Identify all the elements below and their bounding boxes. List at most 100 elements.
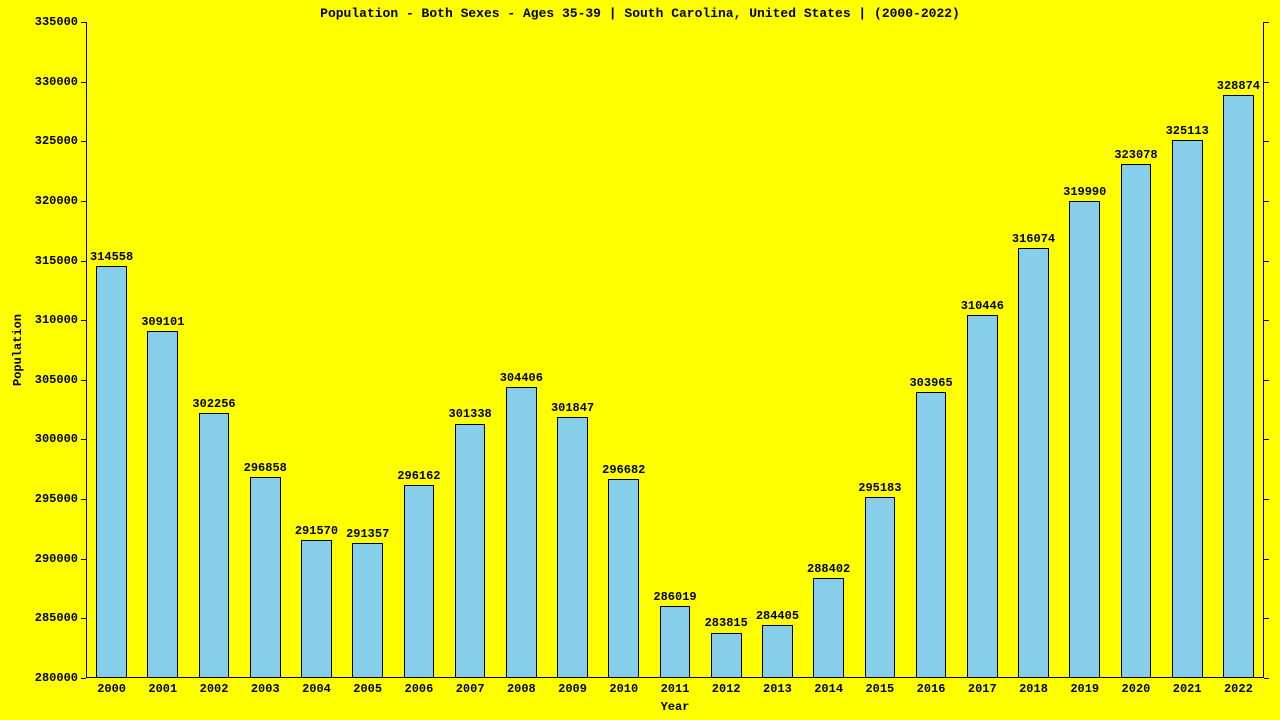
y-tick	[81, 82, 86, 83]
x-tick-label: 2012	[712, 682, 741, 696]
bar	[660, 606, 691, 678]
bar-value-label: 316074	[1012, 232, 1055, 246]
y-tick-label: 335000	[35, 15, 78, 29]
bar	[762, 625, 793, 678]
bar	[506, 387, 537, 678]
bar	[1069, 201, 1100, 678]
y-tick	[1264, 559, 1269, 560]
y-tick	[81, 141, 86, 142]
y-tick-label: 310000	[35, 313, 78, 327]
y-tick	[1264, 618, 1269, 619]
bar	[301, 540, 332, 678]
y-tick	[1264, 141, 1269, 142]
y-tick-label: 285000	[35, 611, 78, 625]
bar	[967, 315, 998, 678]
y-tick-label: 315000	[35, 254, 78, 268]
bar-value-label: 301847	[551, 401, 594, 415]
x-tick-label: 2001	[148, 682, 177, 696]
bar	[352, 543, 383, 678]
bar	[455, 424, 486, 679]
bar	[1121, 164, 1152, 678]
bar-value-label: 296162	[397, 469, 440, 483]
y-tick	[1264, 499, 1269, 500]
bar-value-label: 283815	[705, 616, 748, 630]
bar-value-label: 314558	[90, 250, 133, 264]
y-tick	[81, 499, 86, 500]
x-tick-label: 2010	[609, 682, 638, 696]
y-tick	[1264, 678, 1269, 679]
y-tick	[81, 320, 86, 321]
bar	[404, 485, 435, 678]
y-tick	[1264, 439, 1269, 440]
x-tick-label: 2021	[1173, 682, 1202, 696]
y-tick	[81, 201, 86, 202]
bar-value-label: 323078	[1114, 148, 1157, 162]
y-tick	[81, 380, 86, 381]
x-tick-label: 2019	[1070, 682, 1099, 696]
bar	[813, 578, 844, 678]
y-axis-label: Population	[11, 314, 25, 386]
bar	[1223, 95, 1254, 678]
x-tick-label: 2003	[251, 682, 280, 696]
x-tick-label: 2008	[507, 682, 536, 696]
y-tick-label: 330000	[35, 75, 78, 89]
bar-value-label: 296682	[602, 463, 645, 477]
bar	[1172, 140, 1203, 678]
y-tick-label: 280000	[35, 671, 78, 685]
bar-value-label: 304406	[500, 371, 543, 385]
x-tick-label: 2002	[200, 682, 229, 696]
bar-value-label: 295183	[858, 481, 901, 495]
bar-value-label: 303965	[909, 376, 952, 390]
x-tick-label: 2017	[968, 682, 997, 696]
y-tick-label: 290000	[35, 552, 78, 566]
x-tick-label: 2000	[97, 682, 126, 696]
x-axis-label: Year	[661, 700, 690, 714]
bar-value-label: 319990	[1063, 185, 1106, 199]
y-tick	[81, 678, 86, 679]
y-tick	[1264, 201, 1269, 202]
y-tick-label: 305000	[35, 373, 78, 387]
x-tick-label: 2015	[865, 682, 894, 696]
y-tick-label: 325000	[35, 134, 78, 148]
bar	[96, 266, 127, 678]
y-tick	[81, 439, 86, 440]
y-tick	[1264, 380, 1269, 381]
x-tick-label: 2018	[1019, 682, 1048, 696]
bar-value-label: 328874	[1217, 79, 1260, 93]
y-tick	[1264, 22, 1269, 23]
bar	[916, 392, 947, 678]
y-tick	[1264, 261, 1269, 262]
y-tick	[1264, 320, 1269, 321]
bar	[147, 331, 178, 678]
x-tick-label: 2013	[763, 682, 792, 696]
bar-value-label: 309101	[141, 315, 184, 329]
x-tick-label: 2020	[1122, 682, 1151, 696]
y-tick	[81, 22, 86, 23]
x-tick-label: 2004	[302, 682, 331, 696]
y-tick	[1264, 82, 1269, 83]
chart-title: Population - Both Sexes - Ages 35-39 | S…	[0, 6, 1280, 21]
population-bar-chart: Population - Both Sexes - Ages 35-39 | S…	[0, 0, 1280, 720]
bar	[608, 479, 639, 678]
bar-value-label: 284405	[756, 609, 799, 623]
x-tick-label: 2022	[1224, 682, 1253, 696]
bar	[865, 497, 896, 678]
bar	[1018, 248, 1049, 678]
bar	[711, 633, 742, 679]
y-tick-label: 295000	[35, 492, 78, 506]
x-tick-label: 2006	[405, 682, 434, 696]
x-tick-label: 2007	[456, 682, 485, 696]
bar-value-label: 291570	[295, 524, 338, 538]
bar	[557, 417, 588, 678]
y-tick	[81, 618, 86, 619]
x-tick-label: 2016	[917, 682, 946, 696]
bar-value-label: 325113	[1166, 124, 1209, 138]
bar	[199, 413, 230, 678]
y-tick	[81, 261, 86, 262]
bar-value-label: 302256	[192, 397, 235, 411]
bar-value-label: 288402	[807, 562, 850, 576]
x-tick-label: 2009	[558, 682, 587, 696]
y-tick-label: 320000	[35, 194, 78, 208]
x-tick-label: 2014	[814, 682, 843, 696]
bar-value-label: 296858	[244, 461, 287, 475]
